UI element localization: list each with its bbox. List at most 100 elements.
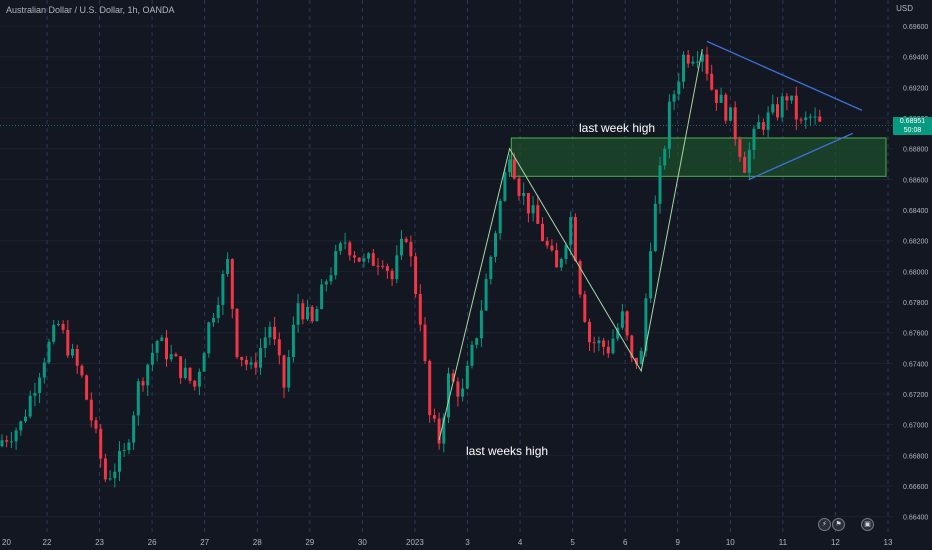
calendar-event-icon[interactable]: ▣ <box>861 518 874 531</box>
candle-body-10 <box>47 341 51 363</box>
y-tick-label-0: 0.69600 <box>903 24 928 31</box>
candle-body-3 <box>14 430 18 442</box>
last-price-value: 0.68951 <box>899 117 926 125</box>
candle-body-44 <box>207 322 211 354</box>
candle-body-125 <box>588 321 591 343</box>
candle-body-53 <box>249 362 253 365</box>
y-tick-label-11: 0.67400 <box>903 361 928 368</box>
candle-body-160 <box>752 128 756 150</box>
candle-body-165 <box>776 104 779 118</box>
candle-body-37 <box>174 354 178 357</box>
candle-body-27 <box>127 442 131 451</box>
x-tick-label-15: 11 <box>779 538 788 547</box>
candle-body-137 <box>644 298 648 351</box>
resistance-zone[interactable] <box>510 137 887 177</box>
candle-body-116 <box>545 240 549 246</box>
candle-body-52 <box>244 359 248 365</box>
y-tick-label-13: 0.67000 <box>903 423 928 430</box>
candle-body-54 <box>254 362 258 368</box>
y-tick-label-15: 0.66600 <box>903 484 928 491</box>
candle-body-134 <box>630 335 634 358</box>
candle-body-59 <box>277 339 281 356</box>
candle-body-29 <box>136 381 140 416</box>
candle-body-8 <box>38 377 42 393</box>
candle-body-172 <box>808 116 812 118</box>
trend-drawings[interactable] <box>438 40 863 441</box>
annotation-last-week-high[interactable]: last week high <box>579 121 656 135</box>
y-tick-label-7: 0.68200 <box>903 239 928 246</box>
candle-body-143 <box>672 94 676 102</box>
upper-trendline[interactable] <box>706 40 863 111</box>
candle-body-155 <box>729 107 732 121</box>
candle-body-107 <box>503 172 507 201</box>
candle-body-110 <box>517 178 521 196</box>
candle-body-158 <box>743 156 747 173</box>
candle-body-6 <box>28 395 32 417</box>
candle-body-132 <box>620 311 624 328</box>
candle-body-24 <box>113 471 117 479</box>
y-tick-label-12: 0.67200 <box>903 392 928 399</box>
candle-body-62 <box>291 324 295 358</box>
zigzag-drawing[interactable] <box>438 48 703 441</box>
candle-body-30 <box>141 381 145 386</box>
candle-body-112 <box>526 192 530 214</box>
candle-body-41 <box>193 380 197 387</box>
candle-body-66 <box>310 306 314 322</box>
candle-body-18 <box>85 375 89 400</box>
candle-body-69 <box>324 281 328 285</box>
candle-body-63 <box>296 303 300 325</box>
x-tick-label-9: 3 <box>465 538 470 547</box>
flag-icon[interactable]: ⚑ <box>832 518 845 531</box>
candle-body-65 <box>306 306 309 320</box>
candle-body-89 <box>418 294 422 325</box>
x-tick-label-13: 9 <box>676 538 681 547</box>
candle-body-168 <box>790 95 794 101</box>
x-tick-label-4: 27 <box>200 538 209 547</box>
candle-body-104 <box>489 256 493 280</box>
candle-body-90 <box>423 324 427 361</box>
candle-body-9 <box>42 362 46 378</box>
candle-body-140 <box>658 165 662 204</box>
candle-body-28 <box>132 415 136 443</box>
time-axis[interactable]: 20 22 23 26 27 28 29 30 2023 3 4 5 6 9 10 11 12 13 <box>2 538 893 547</box>
candle-body-34 <box>160 337 164 342</box>
lightning-icon[interactable]: ⚡ <box>818 518 831 531</box>
candle-body-102 <box>479 310 483 339</box>
candle-body-43 <box>202 353 206 372</box>
candle-body-25 <box>118 451 121 472</box>
y-tick-label-14: 0.66800 <box>903 453 928 460</box>
x-tick-label-2: 23 <box>95 538 104 547</box>
candle-body-85 <box>400 238 403 256</box>
candle-body-71 <box>334 251 338 276</box>
candle-body-7 <box>33 392 37 396</box>
lower-trendline[interactable] <box>749 132 853 180</box>
y-tick-label-10: 0.67600 <box>903 331 928 338</box>
candle-body-131 <box>616 327 620 339</box>
candle-body-67 <box>315 309 319 322</box>
candle-body-22 <box>103 458 107 480</box>
candle-body-157 <box>738 139 742 157</box>
candle-body-78 <box>367 253 371 259</box>
y-tick-label-16: 0.66400 <box>903 515 928 522</box>
annotation-last-weeks-high[interactable]: last weeks high <box>466 444 549 458</box>
x-tick-label-6: 29 <box>305 538 314 547</box>
candle-body-119 <box>559 258 563 268</box>
candle-body-93 <box>437 418 441 444</box>
x-tick-label-10: 4 <box>518 538 523 547</box>
candle-body-127 <box>597 340 601 344</box>
candle-body-123 <box>578 261 582 295</box>
candle-body-70 <box>329 275 333 282</box>
candle-body-135 <box>635 357 638 365</box>
candle-body-57 <box>268 326 272 338</box>
candle-body-39 <box>183 367 187 379</box>
candle-body-16 <box>75 348 79 366</box>
candle-body-162 <box>761 122 765 130</box>
candle-body-32 <box>150 352 154 365</box>
candle-body-36 <box>169 354 173 360</box>
candle-body-82 <box>385 266 389 271</box>
candle-body-152 <box>714 89 718 103</box>
candle-body-88 <box>414 256 418 295</box>
candle-body-64 <box>301 303 305 320</box>
price-axis[interactable]: 0.696000.694000.692000.690000.688000.686… <box>903 24 928 522</box>
